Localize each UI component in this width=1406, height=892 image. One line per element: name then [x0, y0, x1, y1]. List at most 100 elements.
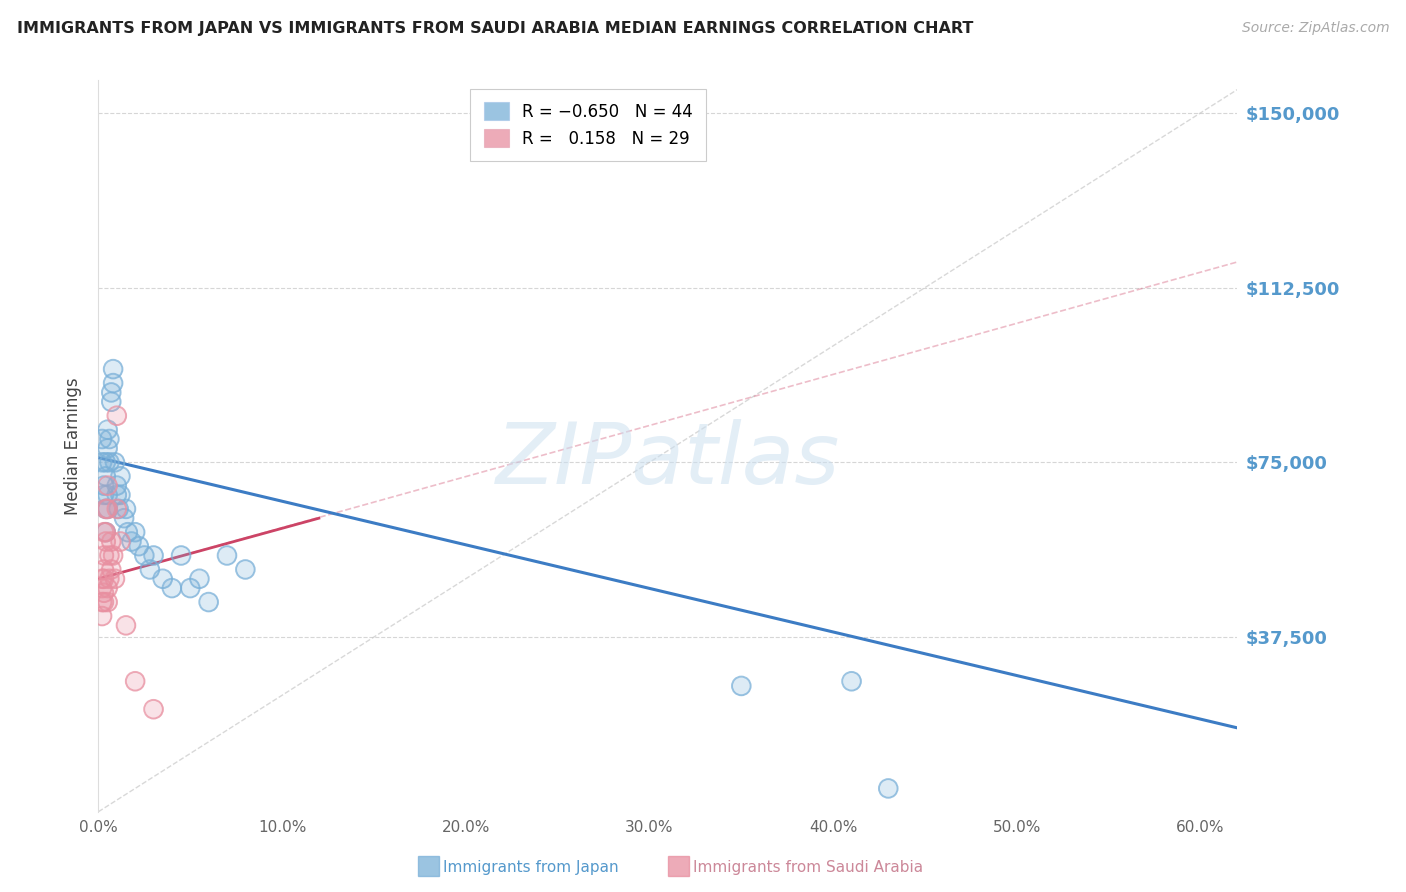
Point	[105, 488, 128, 502]
Point	[115, 618, 138, 632]
Point	[98, 549, 121, 563]
Point	[188, 572, 211, 586]
Point	[107, 502, 129, 516]
Point	[101, 362, 124, 376]
Point	[235, 562, 257, 576]
Point	[117, 525, 139, 540]
Point	[101, 549, 124, 563]
Point	[110, 469, 132, 483]
Point	[105, 488, 128, 502]
Point	[91, 581, 114, 595]
Point	[91, 432, 114, 446]
Point	[128, 539, 150, 553]
Point	[235, 562, 257, 576]
Point	[104, 572, 127, 586]
Point	[93, 478, 115, 492]
Point	[124, 525, 146, 540]
Point	[93, 586, 115, 600]
Point	[93, 478, 115, 492]
Point	[98, 572, 121, 586]
Point	[101, 376, 124, 390]
Point	[97, 488, 120, 502]
Point	[100, 385, 122, 400]
Point	[93, 525, 115, 540]
Legend: R = −0.650   N = 44, R =   0.158   N = 29: R = −0.650 N = 44, R = 0.158 N = 29	[470, 88, 706, 161]
Point	[97, 423, 120, 437]
Point	[105, 409, 128, 423]
Point	[142, 702, 165, 716]
Point	[94, 534, 117, 549]
Point	[93, 562, 115, 576]
Point	[104, 455, 127, 469]
Point	[97, 442, 120, 456]
Point	[128, 539, 150, 553]
Point	[98, 455, 121, 469]
Point	[91, 572, 114, 586]
Point	[142, 549, 165, 563]
Point	[124, 674, 146, 689]
Point	[877, 781, 900, 796]
Point	[188, 572, 211, 586]
Point	[94, 469, 117, 483]
Point	[110, 534, 132, 549]
Y-axis label: Median Earnings: Median Earnings	[65, 377, 83, 515]
Point	[730, 679, 752, 693]
Point	[112, 511, 135, 525]
Point	[121, 534, 143, 549]
Point	[142, 702, 165, 716]
Point	[93, 488, 115, 502]
Point	[98, 455, 121, 469]
Point	[110, 469, 132, 483]
Point	[94, 525, 117, 540]
Point	[100, 562, 122, 576]
Point	[215, 549, 238, 563]
Point	[110, 534, 132, 549]
Point	[91, 581, 114, 595]
Point	[93, 595, 115, 609]
Point	[97, 502, 120, 516]
Text: ZIPatlas: ZIPatlas	[496, 419, 839, 502]
Point	[97, 595, 120, 609]
Point	[104, 455, 127, 469]
Point	[115, 618, 138, 632]
Point	[97, 423, 120, 437]
Point	[105, 502, 128, 516]
Text: IMMIGRANTS FROM JAPAN VS IMMIGRANTS FROM SAUDI ARABIA MEDIAN EARNINGS CORRELATIO: IMMIGRANTS FROM JAPAN VS IMMIGRANTS FROM…	[17, 21, 973, 36]
Point	[197, 595, 219, 609]
Point	[97, 488, 120, 502]
Point	[160, 581, 183, 595]
Point	[93, 586, 115, 600]
Point	[110, 488, 132, 502]
Point	[94, 502, 117, 516]
Point	[91, 455, 114, 469]
Point	[97, 478, 120, 492]
Point	[91, 455, 114, 469]
Point	[152, 572, 174, 586]
Point	[97, 502, 120, 516]
Point	[105, 409, 128, 423]
Point	[98, 549, 121, 563]
Point	[124, 674, 146, 689]
Point	[98, 432, 121, 446]
Point	[179, 581, 201, 595]
Point	[91, 595, 114, 609]
Point	[93, 525, 115, 540]
Point	[93, 549, 115, 563]
Point	[94, 502, 117, 516]
Text: Source: ZipAtlas.com: Source: ZipAtlas.com	[1241, 21, 1389, 35]
Point	[170, 549, 193, 563]
Point	[94, 502, 117, 516]
Point	[101, 376, 124, 390]
Point	[841, 674, 863, 689]
Point	[97, 595, 120, 609]
Point	[94, 502, 117, 516]
Point	[107, 502, 129, 516]
Text: Immigrants from Saudi Arabia: Immigrants from Saudi Arabia	[693, 860, 924, 874]
Point	[91, 609, 114, 624]
Point	[94, 455, 117, 469]
Point	[105, 502, 128, 516]
Point	[142, 549, 165, 563]
Point	[94, 525, 117, 540]
Point	[98, 572, 121, 586]
Point	[93, 572, 115, 586]
